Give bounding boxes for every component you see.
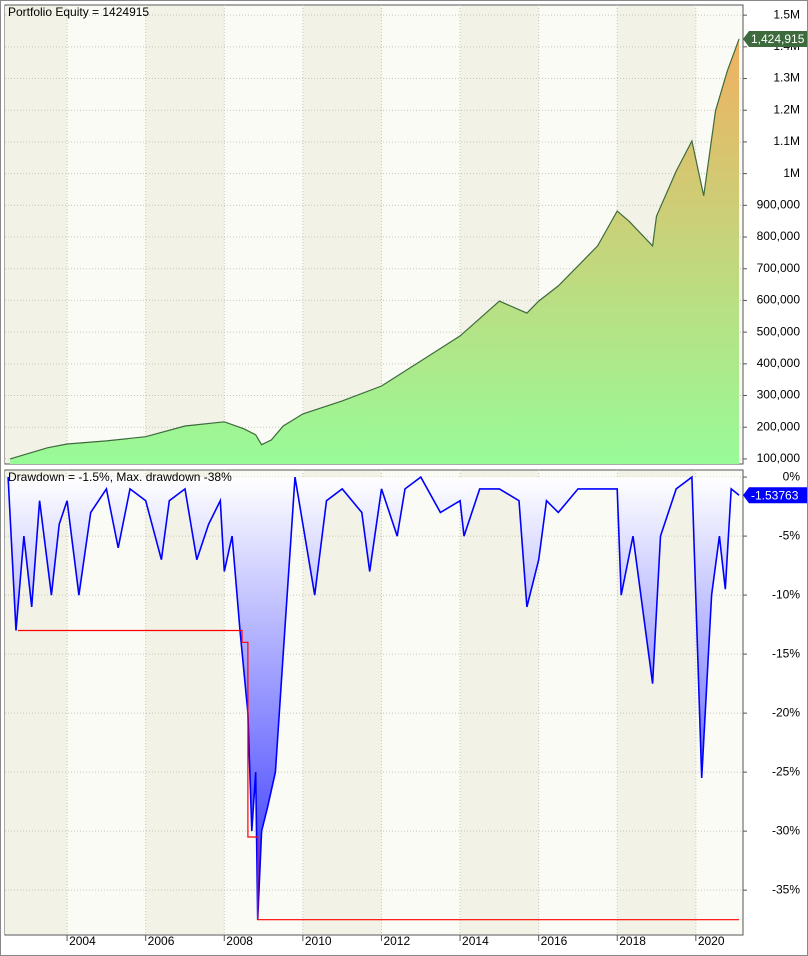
x-tick-label: 2008 (226, 934, 253, 948)
y-tick-label: 800,000 (757, 229, 801, 243)
y-tick-label: -5% (779, 528, 801, 542)
x-tick-label: 2004 (69, 934, 96, 948)
value-marker-label: -1.53763 (751, 488, 799, 502)
panel-title: Drawdown = -1.5%, Max. drawdown -38% (8, 470, 232, 484)
y-tick-label: 1.5M (773, 7, 800, 21)
y-tick-label: 100,000 (757, 451, 801, 465)
y-tick-label: -10% (772, 587, 800, 601)
stripe (5, 6, 68, 463)
x-tick-label: 2010 (305, 934, 332, 948)
y-tick-label: 1M (783, 166, 800, 180)
x-tick-label: 2020 (698, 934, 725, 948)
stripe (302, 6, 382, 463)
area (8, 477, 740, 920)
y-tick-label: 200,000 (757, 419, 801, 433)
value-marker-label: 1,424,915 (751, 32, 805, 46)
line (9, 38, 740, 460)
y-tick-label: 300,000 (757, 388, 801, 402)
y-tick-label: 700,000 (757, 261, 801, 275)
y-tick-label: -35% (772, 882, 800, 896)
y-tick-label: 1.3M (773, 71, 800, 85)
y-tick-label: 600,000 (757, 293, 801, 307)
stripe (145, 6, 225, 463)
line (18, 629, 740, 921)
y-tick-label: 1.1M (773, 134, 800, 148)
y-tick-label: 0% (783, 469, 801, 483)
y-tick-label: 400,000 (757, 356, 801, 370)
y-tick-label: -25% (772, 764, 800, 778)
y-tick-label: 900,000 (757, 198, 801, 212)
x-tick-label: 2006 (148, 934, 175, 948)
x-tick-label: 2016 (541, 934, 568, 948)
area (10, 38, 740, 465)
x-tick-label: 2018 (619, 934, 646, 948)
x-tick-label: 2012 (383, 934, 410, 948)
x-tick-label: 2014 (462, 934, 489, 948)
y-tick-label: 1.2M (773, 102, 800, 116)
y-tick-label: -15% (772, 646, 800, 660)
y-tick-label: -20% (772, 705, 800, 719)
line (7, 475, 740, 920)
value-marker (743, 487, 807, 504)
value-marker (743, 30, 807, 47)
y-tick-label: 500,000 (757, 324, 801, 338)
y-tick-label: -30% (772, 823, 800, 837)
panel-title: Portfolio Equity = 1424915 (8, 5, 149, 19)
